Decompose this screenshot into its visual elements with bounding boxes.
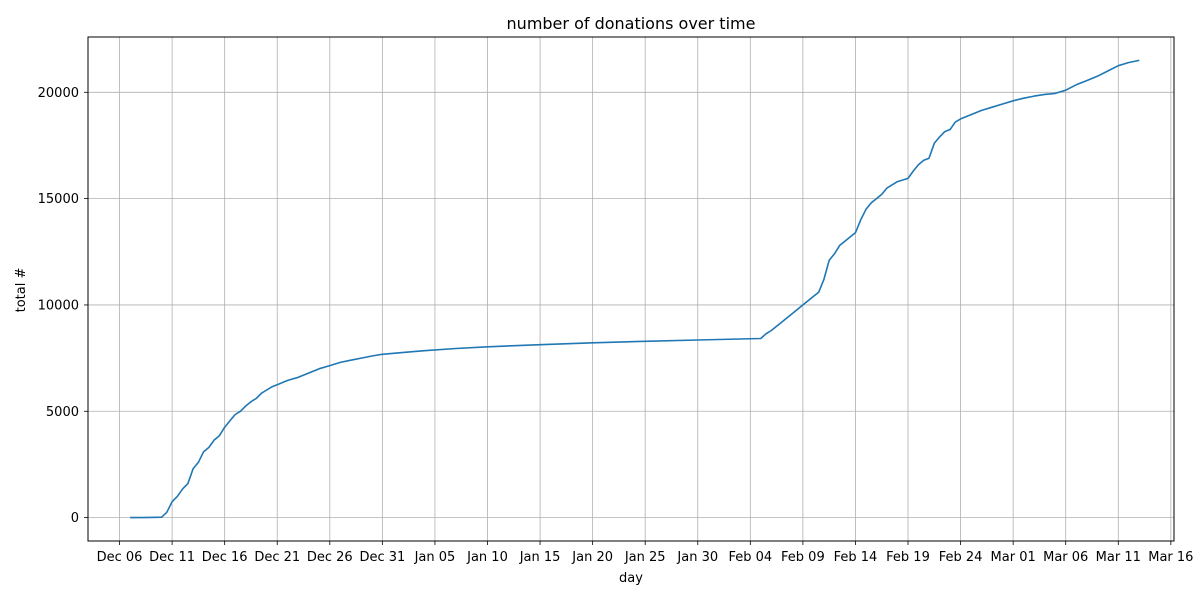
x-tick-label: Mar 06 — [1043, 550, 1088, 565]
x-tick-label: Feb 14 — [834, 550, 878, 565]
plot-frame — [87, 36, 1175, 542]
chart-title: number of donations over time — [507, 14, 756, 33]
y-tick-label: 10000 — [38, 298, 79, 313]
x-tick-label: Dec 31 — [359, 550, 405, 565]
x-tick-label: Jan 15 — [519, 550, 561, 565]
x-tick-label: Jan 10 — [466, 550, 508, 565]
x-axis: Dec 06 Dec 11 Dec 16 Dec 21 Dec 26 Dec 31 Jan … — [97, 541, 1193, 565]
x-tick-label: Dec 16 — [202, 550, 248, 565]
x-axis-label: day — [619, 571, 643, 586]
x-tick-label: Feb 19 — [886, 550, 930, 565]
x-tick-label: Mar 01 — [991, 550, 1036, 565]
x-tick-label: Feb 04 — [728, 550, 772, 565]
series-line — [130, 59, 1140, 519]
x-tick-label: Dec 06 — [97, 550, 143, 565]
x-tick-label: Dec 21 — [254, 550, 300, 565]
y-axis-label: total # — [14, 268, 29, 313]
x-tick-label: Jan 20 — [571, 550, 613, 565]
x-tick-label: Dec 26 — [307, 550, 353, 565]
y-tick-label: 0 — [71, 511, 79, 526]
y-tick-label: 20000 — [38, 86, 79, 101]
y-axis: 0 5000 10000 15000 20000 — [38, 86, 88, 526]
x-tick-label: Jan 25 — [624, 550, 666, 565]
x-tick-label: Jan 30 — [676, 550, 718, 565]
x-tick-label: Mar 16 — [1148, 550, 1193, 565]
grid-lines — [88, 37, 1174, 541]
x-tick-label: Feb 24 — [939, 550, 983, 565]
x-tick-label: Feb 09 — [781, 550, 825, 565]
x-tick-label: Dec 11 — [149, 550, 195, 565]
x-tick-label: Jan 05 — [414, 550, 456, 565]
x-tick-label: Mar 11 — [1096, 550, 1141, 565]
y-tick-label: 5000 — [46, 405, 79, 420]
y-tick-label: 15000 — [38, 192, 79, 207]
series-layer — [130, 59, 1140, 519]
